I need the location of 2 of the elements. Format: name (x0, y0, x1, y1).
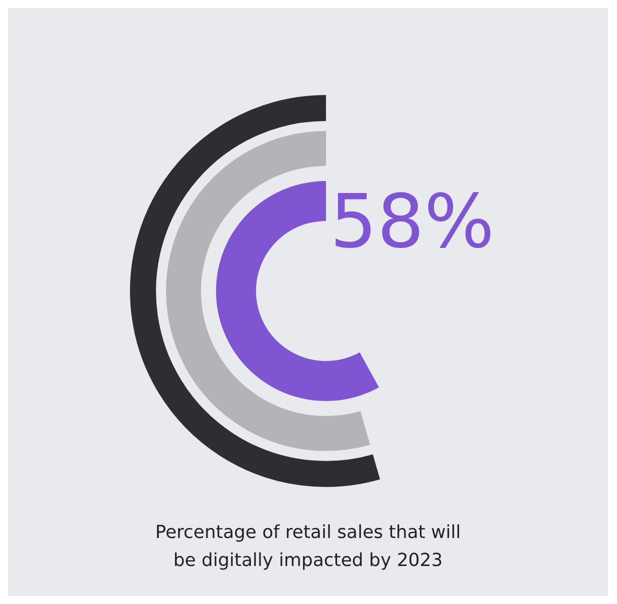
data-label: 58% (330, 179, 494, 265)
text: Percentage of retail sales that will be digitally impacted by 2023 (155, 522, 461, 571)
